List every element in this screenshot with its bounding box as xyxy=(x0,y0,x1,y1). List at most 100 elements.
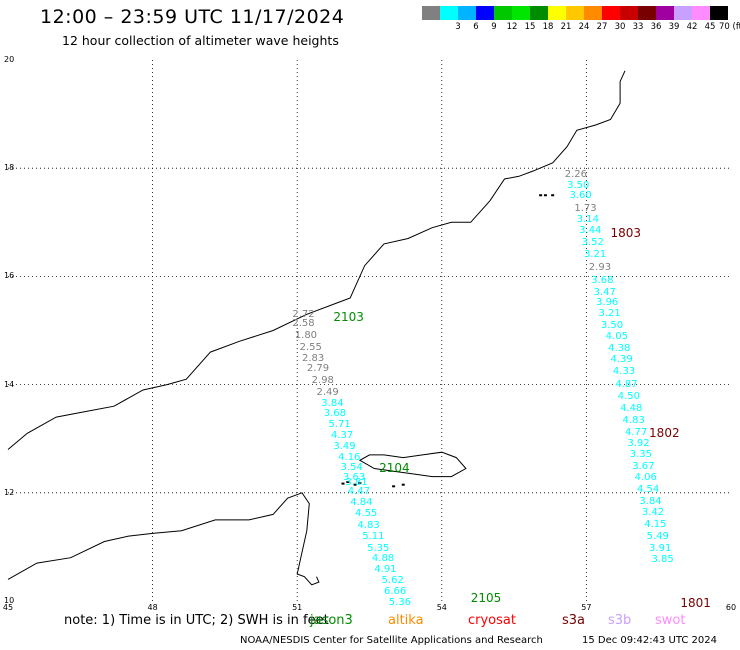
wave-height-value: 3.54 xyxy=(340,462,363,474)
wave-height-value: 1.73 xyxy=(574,202,597,214)
color-scale-label: 18 xyxy=(542,22,554,32)
longitude-label: 60 xyxy=(725,603,737,612)
wave-height-value: 4.50 xyxy=(617,390,640,402)
pass-time-label: 1803 xyxy=(610,226,642,241)
wave-height-value: 3.92 xyxy=(627,438,650,450)
color-scale-label: 27 xyxy=(596,22,608,32)
wave-height-value: 5.35 xyxy=(367,542,390,554)
wave-height-value: 2.58 xyxy=(292,318,315,329)
wave-height-value: 3.96 xyxy=(596,297,619,309)
wave-height-value: 3.68 xyxy=(591,274,614,286)
color-swatch-14 xyxy=(674,6,692,20)
latitude-label: 10 xyxy=(4,596,15,605)
wave-height-value: 4.37 xyxy=(330,429,354,441)
wave-height-value: 6.66 xyxy=(383,585,407,597)
wave-height-value: 4.54 xyxy=(637,484,660,496)
pass-time-label: 1802 xyxy=(649,426,680,441)
wave-height-value: 2.55 xyxy=(299,341,322,353)
arabian-coastline xyxy=(7,70,626,450)
generated-timestamp: 15 Dec 09:42:43 UTC 2024 xyxy=(582,635,717,646)
wave-height-value: 3.84 xyxy=(321,397,344,409)
color-swatch-10 xyxy=(602,6,620,20)
satellite-legend-altika: altika xyxy=(388,613,424,628)
islet xyxy=(401,483,405,486)
wave-height-value: 3.42 xyxy=(641,507,665,519)
color-scale-label: 30 xyxy=(614,22,626,32)
color-swatch-7 xyxy=(548,6,566,20)
wave-height-value: 3.68 xyxy=(323,408,346,420)
color-scale-label: 15 xyxy=(524,22,536,32)
islet xyxy=(353,483,357,486)
credit-text: NOAA/NESDIS Center for Satellite Applica… xyxy=(240,635,543,646)
color-scale-label: 6 xyxy=(473,22,479,32)
pass-time-label: 2105 xyxy=(470,591,502,606)
page-subtitle: 12 hour collection of altimeter wave hei… xyxy=(62,33,339,48)
satellite-legend-s3a: s3a xyxy=(562,613,586,628)
islet xyxy=(539,194,543,197)
latitude-label: 20 xyxy=(4,55,15,64)
satellite-legend-cryosat: cryosat xyxy=(468,613,516,628)
islet xyxy=(346,480,350,483)
color-scale-bar xyxy=(422,6,728,20)
page-title: 12:00 – 23:59 UTC 11/17/2024 xyxy=(40,6,345,28)
wave-height-value: 4.15 xyxy=(644,519,667,531)
socotra-island xyxy=(358,451,467,478)
wave-height-value: 2.72 xyxy=(292,309,315,321)
wave-height-value: 5.11 xyxy=(362,531,385,543)
latitude-label: 16 xyxy=(4,271,15,281)
wave-height-value: 4.91 xyxy=(374,564,397,576)
wave-height-value: 5.36 xyxy=(388,596,412,608)
wave-height-value: 4.38 xyxy=(608,343,631,355)
pass-time-label: 2104 xyxy=(379,461,410,476)
wave-height-value: 3.67 xyxy=(632,460,655,472)
wave-height-value: 4.84 xyxy=(350,496,373,508)
longitude-label: 48 xyxy=(147,603,158,612)
wave-height-value: 3.91 xyxy=(649,542,672,554)
wave-height-value: 3.85 xyxy=(651,554,674,566)
pass-time-label: 1801 xyxy=(680,595,711,610)
wave-height-value: 2.49 xyxy=(316,386,339,398)
wave-height-value: 2.83 xyxy=(302,352,325,364)
islet xyxy=(358,482,362,485)
wave-height-value: 4.06 xyxy=(634,472,657,484)
wave-height-value: 3.49 xyxy=(333,440,356,452)
wave-height-value: 5.49 xyxy=(646,531,669,543)
satellite-legend: jason3 altika cryosat s3a s3b swot xyxy=(0,613,740,629)
latitude-label: 18 xyxy=(4,163,15,173)
color-scale-label: 45 xyxy=(704,22,716,32)
longitude-label: 54 xyxy=(436,603,447,612)
color-scale-label: 12 xyxy=(506,22,518,32)
color-swatch-13 xyxy=(656,6,674,20)
footer-note: note: 1) Time is in UTC; 2) SWH is in fe… xyxy=(64,613,329,628)
color-scale-label: 70 (ft) xyxy=(719,22,740,32)
color-scale-label: 3 xyxy=(455,22,461,32)
wave-height-value: 4.05 xyxy=(605,330,628,342)
latitude-label: 12 xyxy=(4,487,15,497)
color-scale-label: 36 xyxy=(650,22,662,32)
wave-height-value: 4.87 xyxy=(615,378,638,390)
color-scale-label: 39 xyxy=(668,22,680,32)
color-swatch-4 xyxy=(494,6,512,20)
islet xyxy=(341,482,345,485)
wave-height-value: 3.47 xyxy=(593,286,616,298)
wave-height-value: 3.44 xyxy=(579,225,602,237)
color-swatch-2 xyxy=(458,6,476,20)
wave-height-value: 3.60 xyxy=(569,190,592,202)
color-swatch-6 xyxy=(530,6,548,20)
wave-height-value: 3.84 xyxy=(639,495,662,507)
color-scale-label: 42 xyxy=(686,22,698,32)
color-scale-label: 9 xyxy=(491,22,497,32)
islet xyxy=(551,194,555,197)
wave-height-value: 4.83 xyxy=(357,520,380,532)
wave-height-value: 2.79 xyxy=(306,363,330,375)
satellite-legend-jason3: jason3 xyxy=(310,613,353,628)
wave-height-value: 4.83 xyxy=(622,414,645,426)
satellite-legend-s3b: s3b xyxy=(608,613,632,628)
islet xyxy=(392,485,396,488)
color-swatch-15 xyxy=(692,6,710,20)
wave-height-value: 3.52 xyxy=(581,236,604,248)
wave-height-value: 3.63 xyxy=(342,471,366,483)
wave-height-value: 3.14 xyxy=(576,213,600,225)
longitude-label: 57 xyxy=(581,603,592,612)
wave-height-value: 4.88 xyxy=(371,553,395,565)
